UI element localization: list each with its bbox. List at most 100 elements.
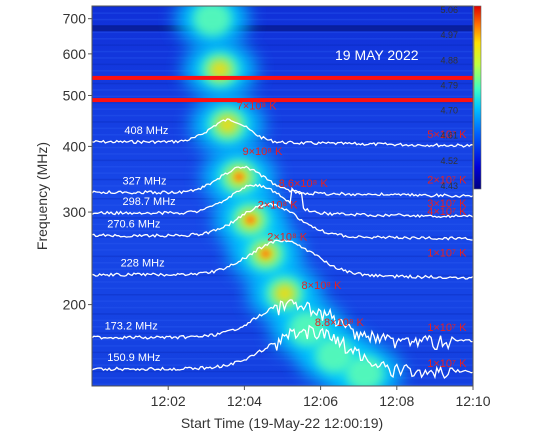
temperature-annotation: 9×10⁸ K <box>242 146 282 158</box>
channel-stripe <box>92 377 473 379</box>
channel-stripe <box>92 185 473 187</box>
channel-stripe <box>92 12 473 14</box>
channel-stripe <box>92 114 473 117</box>
series-frequency-label: 327 MHz <box>122 175 166 187</box>
channel-stripe <box>92 63 473 66</box>
y-tick-label: 700 <box>63 11 87 27</box>
y-tick-label: 200 <box>63 297 87 313</box>
date-label: 19 MAY 2022 <box>335 47 419 63</box>
burst-emission <box>216 114 239 135</box>
dark-band <box>92 25 473 32</box>
rfi-band <box>92 98 473 103</box>
colorbar-tick-label: 4.79 <box>440 80 458 90</box>
temperature-annotation: 3×10⁷ K <box>427 198 467 210</box>
temperature-annotation: 1×10⁷ K <box>427 322 467 334</box>
x-tick-label: 12:08 <box>379 393 414 409</box>
channel-stripe <box>92 44 473 46</box>
axis-layer: 200 300 400 500 600 700 12:02 12:04 12:06 12:08 12… <box>63 11 491 409</box>
burst-emission <box>273 283 296 304</box>
temperature-annotation: 8.6×10⁸ K <box>279 178 329 190</box>
light-curve <box>92 239 473 280</box>
temperature-annotation: 1×10⁷ K <box>427 358 467 370</box>
colorbar-labels: 5.06 4.97 4.88 4.79 4.70 4.61 4.52 4.43 <box>440 5 458 191</box>
channel-stripe <box>92 153 473 155</box>
channel-stripe <box>92 127 473 130</box>
channel-stripe <box>92 89 473 91</box>
burst-emission <box>209 59 231 80</box>
channel-stripe <box>92 121 473 123</box>
plot-frame <box>91 5 474 387</box>
x-tick-label: 12:10 <box>455 393 490 409</box>
colorbar-tick-label: 4.88 <box>440 55 458 65</box>
y-tick-label: 600 <box>63 46 87 62</box>
channel-stripe <box>92 370 473 373</box>
channel-stripe <box>92 166 473 168</box>
y-axis-title: Frequency (MHz) <box>34 142 50 250</box>
channel-stripe <box>92 108 473 110</box>
light-curve <box>92 165 473 198</box>
channel-stripe <box>92 102 473 104</box>
channel-stripe <box>92 364 473 366</box>
channel-stripe <box>92 82 473 85</box>
burst-emission <box>245 215 256 225</box>
series-frequency-label: 408 MHz <box>124 125 168 137</box>
channel-stripe <box>92 146 473 149</box>
series-frequency-label: 270.6 MHz <box>107 219 160 231</box>
light-curve <box>92 118 473 148</box>
x-tick-label: 12:06 <box>303 393 338 409</box>
burst-emission <box>315 337 354 374</box>
burst-emission <box>193 6 232 37</box>
temperature-annotation: 2×10⁸ K <box>258 199 298 211</box>
channel-stripe <box>92 191 473 194</box>
channel-stripe <box>92 95 473 98</box>
series-frequency-label: 173.2 MHz <box>105 320 158 332</box>
light-curve <box>92 183 473 219</box>
series-frequency-label: 228 MHz <box>121 258 165 270</box>
series-frequency-label: 150.9 MHz <box>107 352 160 364</box>
colorbar-tick-label: 4.97 <box>440 30 458 40</box>
y-tick-label: 300 <box>63 204 87 220</box>
channel-stripe <box>92 383 473 386</box>
x-axis-title: Start Time (19-May-22 12:00:19) <box>181 415 383 431</box>
colorbar-tick-label: 4.61 <box>440 131 458 141</box>
temperature-annotation: 5×10⁷ K <box>427 129 467 141</box>
light-curve <box>92 202 473 241</box>
colorbar-tick-label: 5.06 <box>440 5 458 15</box>
light-curve <box>92 324 473 380</box>
channel-stripe <box>92 70 473 72</box>
temperature-annotation: 8×10⁸ K <box>302 280 342 292</box>
plot-layer: 408 MHz 327 MHz 298.7 MHz 270.6 MHz 228 MHz 1… <box>92 6 473 386</box>
temperature-annotation: 2×10⁸ K <box>267 231 307 243</box>
burst-emission <box>345 355 384 386</box>
colorbar-tick-label: 4.70 <box>440 106 458 116</box>
channel-stripe <box>92 172 473 174</box>
series-frequency-label: 298.7 MHz <box>122 196 175 208</box>
channel-stripe <box>92 38 473 40</box>
x-tick-label: 12:04 <box>227 393 262 409</box>
channel-stripe <box>92 31 473 34</box>
channel-stripe <box>92 6 473 8</box>
colorbar-tick-label: 4.52 <box>440 156 458 166</box>
channel-stripe <box>92 18 473 21</box>
channel-stripe <box>92 159 473 162</box>
x-tick-label: 12:02 <box>151 393 186 409</box>
channel-stripe <box>92 198 473 200</box>
temperature-annotation: 2×10⁷ K <box>427 174 467 186</box>
temperature-annotation: 1×10⁷ K <box>427 247 467 259</box>
channel-stripe <box>92 178 473 181</box>
y-tick-label: 400 <box>63 138 87 154</box>
channel-stripe <box>92 134 473 136</box>
burst-emission <box>260 249 271 259</box>
burst-emission <box>234 172 244 182</box>
channel-stripe <box>92 358 473 360</box>
rfi-band <box>92 75 473 80</box>
light-curve <box>92 299 473 351</box>
temperature-annotation: 7×10⁸ K <box>237 101 277 113</box>
channel-stripe <box>92 50 473 53</box>
temperature-annotation: 4×10⁷ K <box>427 206 467 218</box>
channel-stripe <box>92 204 473 206</box>
colorbar-tick-label: 4.43 <box>440 181 458 191</box>
temperature-annotation: 8.8×10⁸ K <box>315 317 365 329</box>
y-tick-label: 500 <box>63 87 87 103</box>
